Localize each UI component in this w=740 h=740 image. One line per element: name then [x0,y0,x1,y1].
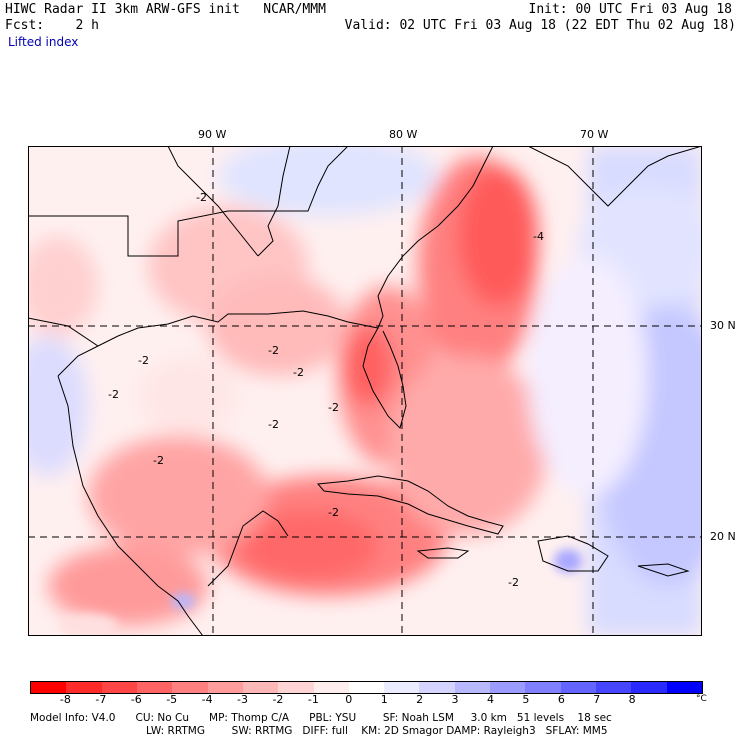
color-scale-swatch [31,682,67,693]
contour-label: -2 [508,576,519,589]
color-scale-unit: °C [696,694,707,704]
color-scale-tick-label: 5 [522,693,530,706]
color-scale-swatch [278,682,314,693]
color-scale-swatch [666,682,702,693]
color-scale-swatch [631,682,667,693]
color-scale-tick-label: 8 [628,693,636,706]
color-scale-tick-label: -1 [307,693,319,706]
map-title: HIWC Radar II 3km ARW-GFS init NCAR/MMM [5,2,326,17]
lon-label-80w: 80 W [389,128,418,141]
color-scale-swatch [348,682,385,693]
lon-label-70w: 70 W [580,128,609,141]
color-scale-tick-label: 6 [557,693,565,706]
lifted-index-map: -2 -2 -2 -2 -2 -2 -2 -2 -2 -4 -2 [28,146,702,636]
color-scale-swatch [454,682,491,693]
color-scale-swatch [419,682,455,693]
color-scale-tick-label: 3 [451,693,459,706]
forecast-hour: Fcst: 2 h [5,18,99,33]
model-info-line1: Model Info: V4.0 CU: No Cu MP: Thomp C/A… [30,712,612,724]
init-time: Init: 00 UTC Fri 03 Aug 18 [528,2,733,17]
color-scale-ticks: -8 -7 -6 -5 -4 -3 -2 -1 0 1 2 3 4 5 6 7 8 [30,694,703,706]
contour-label: -2 [268,344,279,357]
color-scale-swatch [66,682,102,693]
contour-label: -2 [196,191,207,204]
color-scale-swatch [560,682,596,693]
color-scale-swatch [313,682,349,693]
contour-label: -2 [138,354,149,367]
contour-label: -2 [268,418,279,431]
model-info-line2: LW: RRTMG SW: RRTMG DIFF: full KM: 2D Sm… [146,725,608,737]
valid-time: Valid: 02 UTC Fri 03 Aug 18 (22 EDT Thu … [344,18,736,33]
contour-label: -2 [108,388,119,401]
lat-label-20n: 20 N [710,530,736,543]
contour-label: -2 [328,506,339,519]
color-scale-tick-label: -8 [59,693,71,706]
color-scale-swatch [207,682,243,693]
lat-label-30n: 30 N [710,319,736,332]
color-scale-tick-label: -2 [272,693,284,706]
color-scale-tick-label: -5 [166,693,178,706]
color-scale-tick-label: 7 [593,693,601,706]
color-scale-swatch [490,682,526,693]
color-scale-tick-label: 4 [486,693,494,706]
color-scale-tick-label: 1 [380,693,388,706]
contour-label: -2 [293,366,304,379]
color-scale-swatch [172,682,208,693]
color-scale-tick-label: -7 [95,693,107,706]
color-scale-tick-label: 2 [416,693,424,706]
contour-label: -2 [328,401,339,414]
color-scale-tick-label: 0 [345,693,353,706]
field-name: Lifted index [8,35,79,49]
color-scale-swatch [525,682,561,693]
color-scale-swatch [101,682,137,693]
color-scale-tick-label: -4 [201,693,213,706]
color-scale-swatch [384,682,420,693]
contour-label: -4 [533,230,544,243]
color-scale-swatch [596,682,632,693]
color-scale-bar [30,681,703,694]
color-scale-tick-label: -3 [237,693,248,706]
lon-label-90w: 90 W [198,128,227,141]
contour-label: -2 [153,454,164,467]
color-scale-tick-label: -6 [130,693,142,706]
color-scale-swatch [242,682,279,693]
color-scale-swatch [136,682,173,693]
